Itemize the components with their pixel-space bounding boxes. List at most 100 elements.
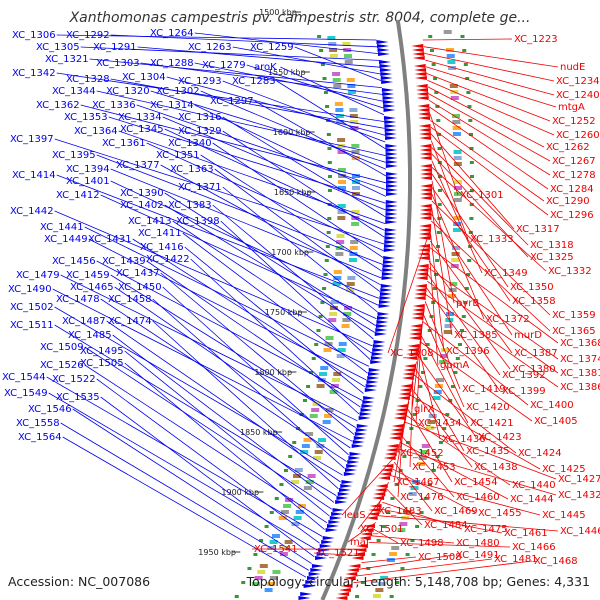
- gene-label[interactable]: XC_1441: [40, 222, 84, 233]
- gene-label[interactable]: XC_1252: [552, 116, 596, 127]
- gene-label[interactable]: XC_1349: [484, 268, 528, 279]
- gene-label[interactable]: XC_1502: [10, 302, 54, 313]
- gene-label[interactable]: XC_1459: [66, 270, 110, 281]
- gene-label[interactable]: XC_1522: [52, 374, 96, 385]
- gene-label[interactable]: XC_1363: [170, 164, 214, 175]
- gene-label[interactable]: XC_1394: [66, 164, 110, 175]
- gene-label[interactable]: XC_1444: [510, 494, 554, 505]
- gene-label[interactable]: XC_1465: [70, 282, 114, 293]
- gene-label[interactable]: XC_1505: [80, 358, 124, 369]
- gene-label[interactable]: XC_1535: [56, 392, 100, 403]
- gene-label[interactable]: XC_1317: [516, 224, 560, 235]
- gene-label[interactable]: XC_1318: [530, 240, 574, 251]
- gene-label[interactable]: XC_1325: [530, 252, 574, 263]
- gene-label[interactable]: XC_1437: [116, 268, 160, 279]
- gene-label[interactable]: XC_1399: [502, 386, 546, 397]
- gene-label[interactable]: XC_1431: [88, 234, 132, 245]
- gene-label[interactable]: XC_1361: [102, 138, 146, 149]
- gene-label[interactable]: XC_1468: [534, 556, 578, 567]
- gene-label[interactable]: XC_1511: [10, 320, 54, 331]
- gene-label[interactable]: XC_1411: [138, 228, 182, 239]
- gene-label[interactable]: XC_1262: [546, 142, 590, 153]
- gene-label[interactable]: XC_1398: [176, 216, 220, 227]
- gene-label[interactable]: XC_1387: [514, 348, 558, 359]
- gene-label[interactable]: XC_1283: [232, 76, 276, 87]
- gene-label[interactable]: XC_1291: [93, 42, 137, 53]
- gene-label[interactable]: XC_1333: [470, 234, 514, 245]
- gene-label[interactable]: XC_1450: [118, 282, 162, 293]
- gene-label[interactable]: XC_1498: [400, 538, 444, 549]
- gene-label[interactable]: gpmA: [440, 360, 469, 371]
- gene-label[interactable]: XC_1334: [118, 112, 162, 123]
- gene-label[interactable]: XC_1408: [390, 348, 434, 359]
- gene-label[interactable]: XC_1425: [542, 464, 586, 475]
- gene-label[interactable]: XC_1304: [122, 72, 166, 83]
- gene-label[interactable]: XC_1509: [40, 342, 84, 353]
- gene-label[interactable]: XC_1484: [424, 520, 468, 531]
- gene-label[interactable]: XC_1288: [150, 58, 194, 69]
- gene-label[interactable]: XC_1358: [512, 296, 556, 307]
- gene-label[interactable]: XC_1436: [442, 434, 486, 445]
- gene-label[interactable]: XC_1526: [40, 360, 84, 371]
- gene-label[interactable]: XC_1474: [108, 316, 152, 327]
- gene-label[interactable]: XC_1445: [542, 510, 586, 521]
- gene-label[interactable]: XC_1440: [512, 480, 556, 491]
- gene-label[interactable]: XC_1427: [558, 474, 600, 485]
- gene-label[interactable]: XC_1549: [4, 388, 48, 399]
- gene-label[interactable]: XC_1424: [518, 448, 562, 459]
- gene-label[interactable]: XC_1412: [56, 190, 100, 201]
- gene-label[interactable]: XC_1478: [56, 294, 100, 305]
- gene-label[interactable]: leuS: [344, 510, 366, 521]
- gene-label[interactable]: XC_1365: [552, 326, 596, 337]
- gene-label[interactable]: XC_1305: [36, 42, 80, 53]
- gene-label[interactable]: XC_1359: [552, 310, 596, 321]
- gene-label[interactable]: XC_1461: [504, 528, 548, 539]
- gene-label[interactable]: XC_1460: [456, 492, 500, 503]
- gene-label[interactable]: XC_1420: [466, 402, 510, 413]
- gene-label[interactable]: XC_1491: [456, 550, 500, 561]
- gene-label[interactable]: XC_1458: [108, 294, 152, 305]
- gene-label[interactable]: XC_1297: [210, 96, 254, 107]
- gene-label[interactable]: pyrB: [456, 298, 479, 309]
- gene-label[interactable]: glrX: [414, 404, 434, 415]
- gene-label[interactable]: XC_1353: [64, 112, 108, 123]
- gene-label[interactable]: XC_1419: [462, 384, 506, 395]
- gene-label[interactable]: aroK: [254, 62, 277, 73]
- gene-label[interactable]: XC_1306: [12, 30, 56, 41]
- gene-label[interactable]: XC_1442: [10, 206, 54, 217]
- gene-label[interactable]: XC_1223: [514, 34, 558, 45]
- gene-label[interactable]: XC_1495: [80, 346, 124, 357]
- gene-label[interactable]: XC_1422: [146, 254, 190, 265]
- gene-label[interactable]: XC_1332: [548, 266, 592, 277]
- gene-label[interactable]: XC_1541: [254, 544, 298, 555]
- gene-label[interactable]: XC_1446: [560, 526, 600, 537]
- gene-label[interactable]: XC_1386: [560, 382, 600, 393]
- gene-label[interactable]: XC_1490: [8, 284, 52, 295]
- gene-label[interactable]: XC_1400: [530, 400, 574, 411]
- gene-label[interactable]: XC_1364: [74, 126, 118, 137]
- gene-label[interactable]: XC_1480: [456, 538, 500, 549]
- gene-label[interactable]: XC_1374: [560, 354, 600, 365]
- gene-label[interactable]: XC_1259: [250, 42, 294, 53]
- gene-label[interactable]: XC_1385: [454, 330, 498, 341]
- gene-label[interactable]: XC_1487: [62, 316, 106, 327]
- gene-label[interactable]: XC_1303: [96, 58, 140, 69]
- gene-label[interactable]: XC_1413: [128, 216, 172, 227]
- gene-label[interactable]: XC_1432: [558, 490, 600, 501]
- gene-label[interactable]: XC_1350: [510, 282, 554, 293]
- gene-label[interactable]: XC_1296: [550, 210, 594, 221]
- gene-label[interactable]: XC_1351: [156, 150, 200, 161]
- gene-label[interactable]: XC_1453: [412, 462, 456, 473]
- gene-label[interactable]: XC_1481: [494, 554, 538, 565]
- gene-label[interactable]: XC_1449: [44, 234, 88, 245]
- gene-label[interactable]: XC_1342: [12, 68, 56, 79]
- gene-label[interactable]: XC_1264: [150, 28, 194, 39]
- gene-label[interactable]: XC_1401: [66, 176, 110, 187]
- gene-label[interactable]: XC_1455: [478, 508, 522, 519]
- gene-label[interactable]: XC_1402: [120, 200, 164, 211]
- gene-label[interactable]: XC_1340: [168, 138, 212, 149]
- gene-label[interactable]: XC_1423: [478, 432, 522, 443]
- gene-label[interactable]: XC_1421: [470, 418, 514, 429]
- gene-label[interactable]: XC_1380: [512, 364, 556, 375]
